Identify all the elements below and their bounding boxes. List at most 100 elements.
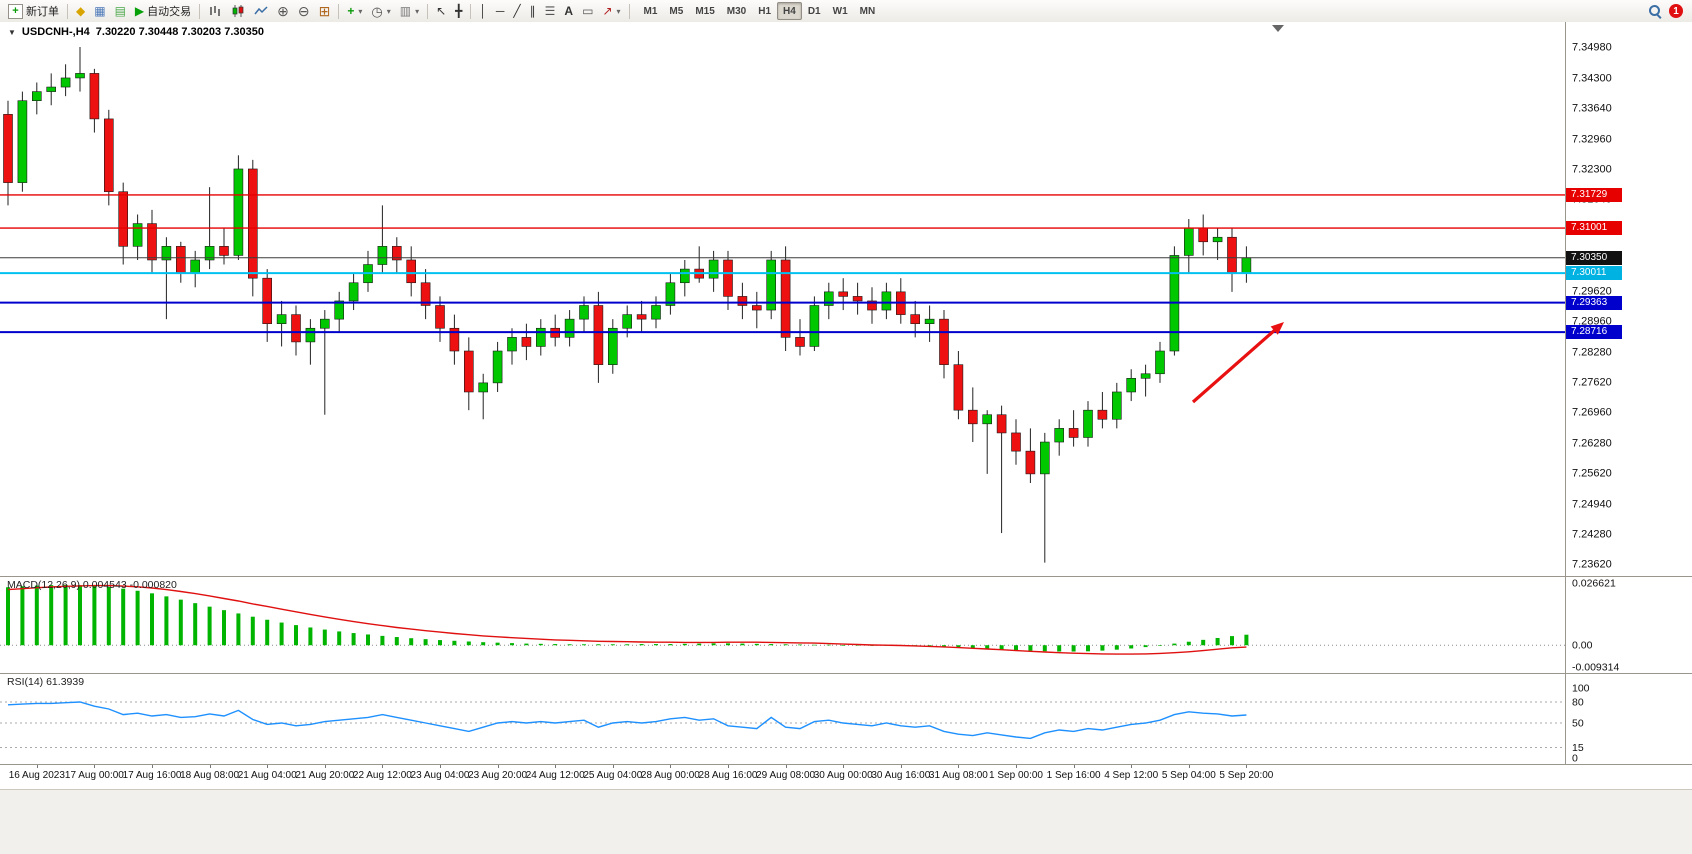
candle-body <box>564 318 575 338</box>
timeframe-M30[interactable]: M30 <box>721 2 752 20</box>
timeframe-W1[interactable]: W1 <box>827 2 854 20</box>
time-tick <box>785 765 787 768</box>
macd-histogram-bar <box>1071 645 1076 652</box>
time-tick <box>152 765 153 768</box>
macd-histogram-bar <box>466 641 471 646</box>
candle-body <box>1054 428 1064 443</box>
text-tool-button[interactable]: A <box>560 2 577 20</box>
timeframe-M1[interactable]: M1 <box>638 2 664 20</box>
macd-histogram-bar <box>150 593 154 646</box>
macd-histogram-bar <box>178 599 183 646</box>
candle-body <box>1083 409 1093 438</box>
toolbar-right-group: 1 <box>1648 4 1688 18</box>
candle-body <box>996 414 1007 434</box>
macd-histogram-bar <box>769 644 774 646</box>
vertical-line-button[interactable]: │ <box>475 2 491 20</box>
arrows-tool-button[interactable]: ↗ ▾ <box>598 2 624 20</box>
channel-button[interactable]: ∥ <box>526 2 540 20</box>
autotrading-label: 自动交易 <box>147 6 192 18</box>
trend-arrow[interactable] <box>1191 324 1281 404</box>
time-axis-label: 25 Aug 04:00 <box>583 770 643 781</box>
macd-histogram-bar <box>826 644 831 646</box>
new-order-label: 新订单 <box>26 6 59 18</box>
tile-windows-button[interactable]: ⊞ <box>315 2 335 20</box>
toolbar-separator <box>470 3 472 19</box>
candle-body <box>31 91 42 102</box>
candle-body <box>190 259 200 274</box>
chart-title: ▼ USDCNH-,H4 7.30220 7.30448 7.30203 7.3… <box>8 26 264 38</box>
candle-body <box>262 277 273 325</box>
time-axis-label: 1 Sep 00:00 <box>989 770 1043 781</box>
cursor-button[interactable]: ↖ <box>432 2 450 20</box>
candle-body <box>147 223 157 261</box>
templates-button[interactable]: ▥ ▾ <box>396 2 423 20</box>
rsi-canvas[interactable]: 100 80 50 150 <box>0 674 1692 764</box>
candle-body <box>593 305 604 365</box>
rsi-axis-label: 0 <box>1572 753 1578 765</box>
price-chart-canvas[interactable]: 7.34980 7.34300 7.33640 7.32960 7.32300 7.316… <box>0 22 1692 576</box>
candle-body <box>319 318 330 329</box>
market-watch-button[interactable]: ◆ <box>72 2 89 20</box>
horizontal-line-button[interactable]: ─ <box>492 2 509 20</box>
timeframe-MN[interactable]: MN <box>854 2 882 20</box>
zoom-in-button[interactable]: ⊕ <box>273 2 293 20</box>
candle-body <box>204 246 215 261</box>
time-tick <box>440 765 441 768</box>
toolbar-separator <box>628 3 630 19</box>
fibonacci-button[interactable]: ☰ <box>541 2 560 20</box>
chevron-down-icon: ▾ <box>415 6 420 16</box>
time-tick <box>958 765 960 768</box>
line-chart-button[interactable] <box>250 2 272 20</box>
macd-histogram-bar <box>668 644 673 646</box>
candle-body <box>1068 428 1079 438</box>
rsi-panel: 100 80 50 15 0 RSI(14) 61.3939 <box>0 673 1692 764</box>
time-tick <box>94 765 96 768</box>
candle-body <box>939 318 949 365</box>
time-axis-label: 30 Aug 16:00 <box>871 770 931 781</box>
bar-chart-button[interactable] <box>204 2 226 20</box>
candle-body <box>463 350 474 393</box>
candle-body <box>1126 378 1136 393</box>
macd-histogram-bar <box>740 643 745 646</box>
macd-histogram-bar <box>1086 645 1090 652</box>
candle-body <box>809 305 820 347</box>
timeframe-D1[interactable]: D1 <box>802 2 827 20</box>
price-tick-label: 7.32960 <box>1572 133 1612 145</box>
time-axis[interactable]: 16 Aug 2023 17 Aug 00:00 17 Aug 16:00 18 Au… <box>0 764 1692 789</box>
time-axis-label: 1 Sep 16:00 <box>1046 770 1101 781</box>
zoom-out-button[interactable]: ⊖ <box>294 2 314 20</box>
notification-badge[interactable]: 1 <box>1669 4 1683 18</box>
chevron-down-icon: ▾ <box>386 6 391 16</box>
trendline-button[interactable]: ╱ <box>509 2 524 20</box>
period-button[interactable]: ◷ ▾ <box>367 2 394 20</box>
navigator-button[interactable]: ▤ <box>111 2 130 20</box>
indicators-button[interactable]: + ▾ <box>343 2 366 20</box>
data-window-button[interactable]: ▦ <box>90 2 109 20</box>
crosshair-button[interactable]: ╋ <box>451 2 466 20</box>
autotrading-icon: ▶ <box>134 4 145 18</box>
macd-histogram-bar <box>106 587 111 646</box>
candlestick-chart-button[interactable] <box>227 2 249 20</box>
autotrading-button[interactable]: ▶ 自动交易 <box>131 2 195 20</box>
macd-histogram-bar <box>596 644 601 646</box>
price-tick-label: 7.27620 <box>1572 376 1612 388</box>
one-click-trading-toggle-icon[interactable]: ▼ <box>8 27 16 37</box>
macd-canvas[interactable]: 0.026621 0.00 -0.009314 <box>0 577 1692 673</box>
timeframe-H1[interactable]: H1 <box>752 2 777 20</box>
macd-histogram-bar <box>1014 645 1018 651</box>
new-order-button[interactable]: + 新订单 <box>4 2 63 20</box>
label-tool-button[interactable]: ▭ <box>578 2 597 20</box>
macd-histogram-bar <box>812 644 817 646</box>
macd-histogram-bar <box>582 644 586 646</box>
timeframe-H4[interactable]: H4 <box>777 2 802 20</box>
macd-histogram-bar <box>1129 645 1134 649</box>
macd-histogram-bar <box>452 640 457 646</box>
timeframe-M5[interactable]: M5 <box>663 2 689 20</box>
chart-shift-marker[interactable] <box>1272 25 1284 32</box>
macd-histogram-bar <box>121 588 126 646</box>
candle-body <box>449 327 460 352</box>
candle-body <box>478 382 489 393</box>
timeframe-M15[interactable]: M15 <box>689 2 720 20</box>
search-icon[interactable] <box>1648 4 1662 18</box>
candle-body <box>161 246 172 261</box>
